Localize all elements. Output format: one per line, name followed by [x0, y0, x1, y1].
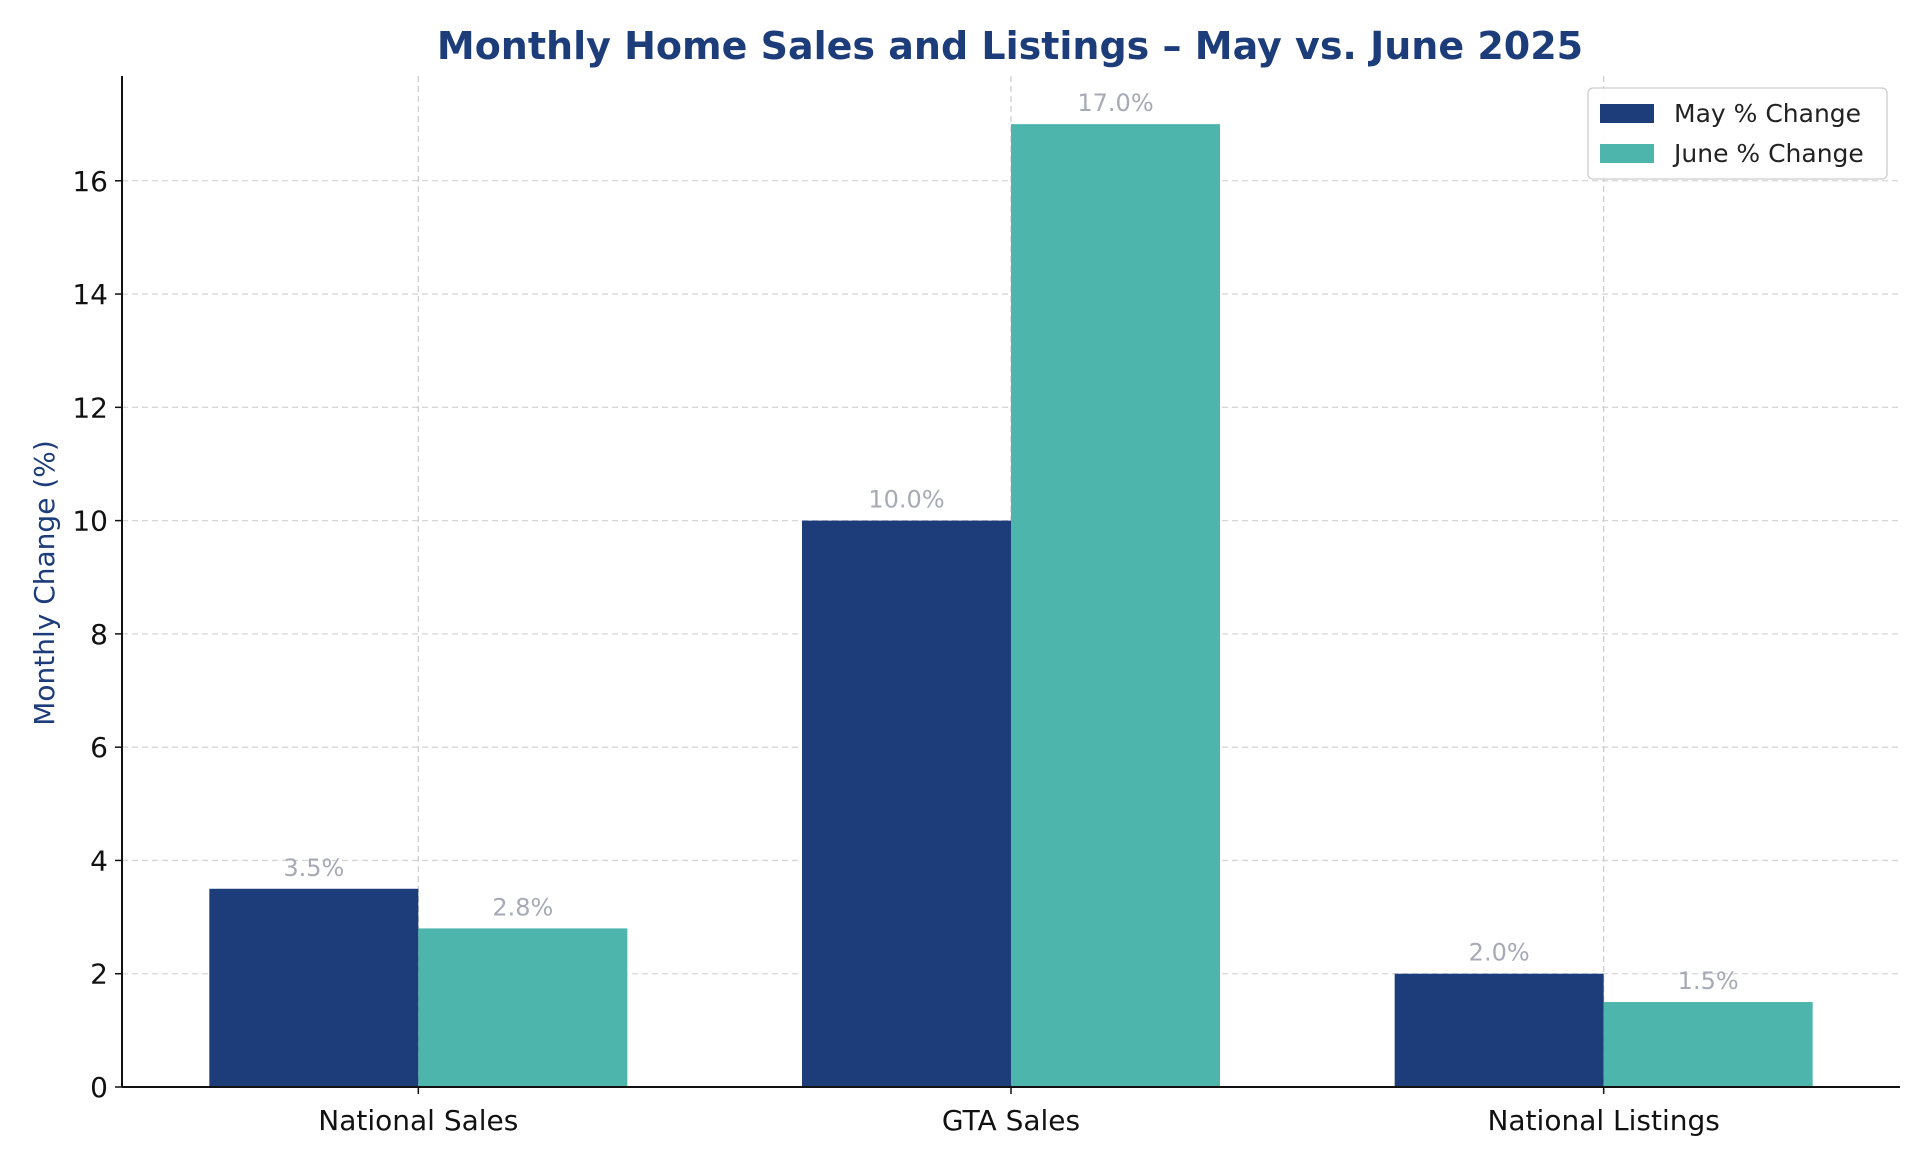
legend-label: June % Change: [1672, 139, 1864, 168]
y-tick-label: 4: [90, 844, 108, 877]
data-label: 17.0%: [1077, 89, 1153, 117]
bar-may-1: [802, 520, 1011, 1087]
data-label: 2.0%: [1469, 939, 1530, 967]
data-label: 3.5%: [283, 854, 344, 882]
y-tick-label: 0: [90, 1071, 108, 1104]
legend-label: May % Change: [1674, 99, 1861, 128]
bar-may-2: [1394, 973, 1604, 1087]
bar-june-2: [1603, 1002, 1813, 1087]
legend-swatch: [1600, 144, 1654, 163]
y-tick-label: 6: [90, 731, 108, 764]
bar-may-0: [209, 888, 419, 1087]
axes: [115, 76, 1900, 1094]
y-tick-label: 8: [90, 618, 108, 651]
x-tick-label: National Listings: [1487, 1104, 1719, 1137]
y-axis-label: Monthly Change (%): [28, 440, 61, 726]
y-tick-label: 2: [90, 958, 108, 991]
bar-june-1: [1011, 124, 1220, 1087]
y-tick-label: 14: [72, 278, 108, 311]
y-tick-label: 10: [72, 505, 108, 538]
tick-labels: 0 2 4 6 8 10 12 14 16 National Sales GTA Sales Nati…: [72, 165, 1720, 1137]
data-label: 1.5%: [1678, 967, 1739, 995]
legend-swatch: [1600, 104, 1654, 123]
x-tick-label: National Sales: [318, 1104, 518, 1137]
bar-june-0: [418, 928, 628, 1087]
x-tick-label: GTA Sales: [942, 1104, 1080, 1137]
y-tick-label: 16: [72, 165, 108, 198]
data-labels: 3.5% 10.0% 2.0% 2.8% 17.0% 1.5%: [283, 89, 1738, 995]
data-label: 2.8%: [492, 893, 553, 921]
data-label: 10.0%: [868, 486, 944, 514]
legend-box: [1587, 87, 1888, 180]
legend: May % Change June % Change: [1587, 87, 1888, 180]
bars: [209, 124, 1813, 1087]
chart-title: Monthly Home Sales and Listings – May vs…: [437, 24, 1583, 68]
y-tick-label: 12: [72, 391, 108, 424]
